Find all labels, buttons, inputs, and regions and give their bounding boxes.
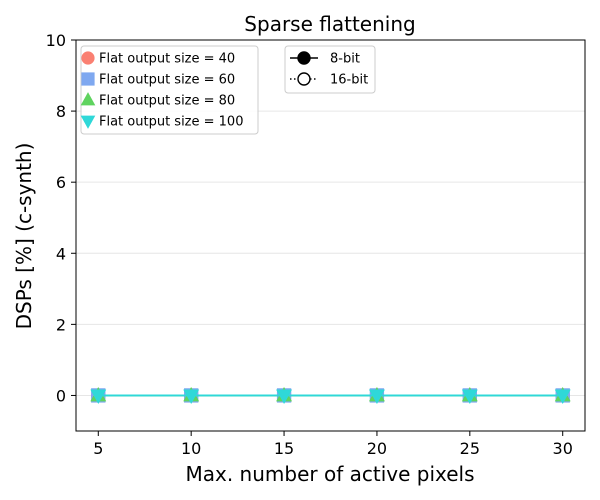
series-flat-output-size-100-16-bit-point [461, 389, 478, 404]
legend-label: 8-bit [330, 52, 360, 67]
legend-label: 16-bit [330, 73, 368, 88]
x-tick-label: 20 [367, 439, 387, 458]
legend-marker-flat-output-size-100 [80, 115, 96, 129]
legend-entry-flat-output-size-80: Flat output size = 80 [80, 92, 235, 109]
legend-entry-flat-output-size-100: Flat output size = 100 [80, 115, 243, 130]
series-flat-output-size-100-16-bit-point [276, 389, 292, 404]
legend-label: Flat output size = 40 [99, 52, 235, 67]
x-tick-label: 25 [460, 439, 480, 458]
legend-entry-16-bit: 16-bit [290, 72, 368, 88]
plot-frame [75, 39, 586, 432]
legend-marker-8-bit [297, 51, 311, 65]
legend-label: Flat output size = 100 [99, 115, 243, 130]
series-flat-output-size-100-16-bit-point [369, 389, 385, 404]
legend-label: Flat output size = 60 [99, 73, 235, 88]
y-tick-label: 10 [46, 31, 66, 50]
y-tick-label: 4 [56, 244, 66, 263]
legend-bits: 8-bit 16-bit [284, 45, 376, 94]
y-axis-label: DSPs [%] (c-synth) [12, 143, 36, 330]
legend-marker-16-bit [297, 72, 311, 86]
series-layer [90, 387, 571, 404]
legend-sizes: Flat output size = 40 Flat output size = … [80, 45, 259, 135]
x-axis-label: Max. number of active pixels [185, 462, 474, 486]
series-flat-output-size-100-16-bit-point [183, 389, 200, 404]
legend-entry-flat-output-size-40: Flat output size = 40 [81, 51, 235, 67]
x-tick-label: 10 [181, 439, 201, 458]
x-tick-label: 15 [274, 439, 294, 458]
x-tick-label: 30 [553, 439, 573, 458]
y-tick-label: 6 [56, 173, 66, 192]
legend-marker-flat-output-size-80 [80, 92, 96, 106]
chart-title: Sparse flattening [244, 12, 415, 36]
legend-label: Flat output size = 80 [99, 94, 235, 109]
y-axis-ticks: 0 2 4 6 8 10 [46, 31, 76, 405]
x-tick-label: 5 [93, 439, 103, 458]
x-axis-ticks: 5 10 15 20 25 30 [93, 431, 573, 458]
legend-marker-flat-output-size-60 [81, 72, 95, 86]
series-flat-output-size-100-16-bit [90, 389, 571, 404]
legend-marker-flat-output-size-40 [81, 51, 95, 65]
series-flat-output-size-100-16-bit-point [554, 389, 571, 404]
series-flat-output-size-100-16-bit-point [90, 389, 107, 404]
y-tick-label: 2 [56, 315, 66, 334]
y-tick-label: 8 [56, 102, 66, 121]
legend-sizes-frame [80, 45, 259, 135]
legend-entry-flat-output-size-60: Flat output size = 60 [81, 72, 235, 88]
legend-entry-8-bit: 8-bit [290, 51, 360, 67]
y-tick-label: 0 [56, 386, 66, 405]
